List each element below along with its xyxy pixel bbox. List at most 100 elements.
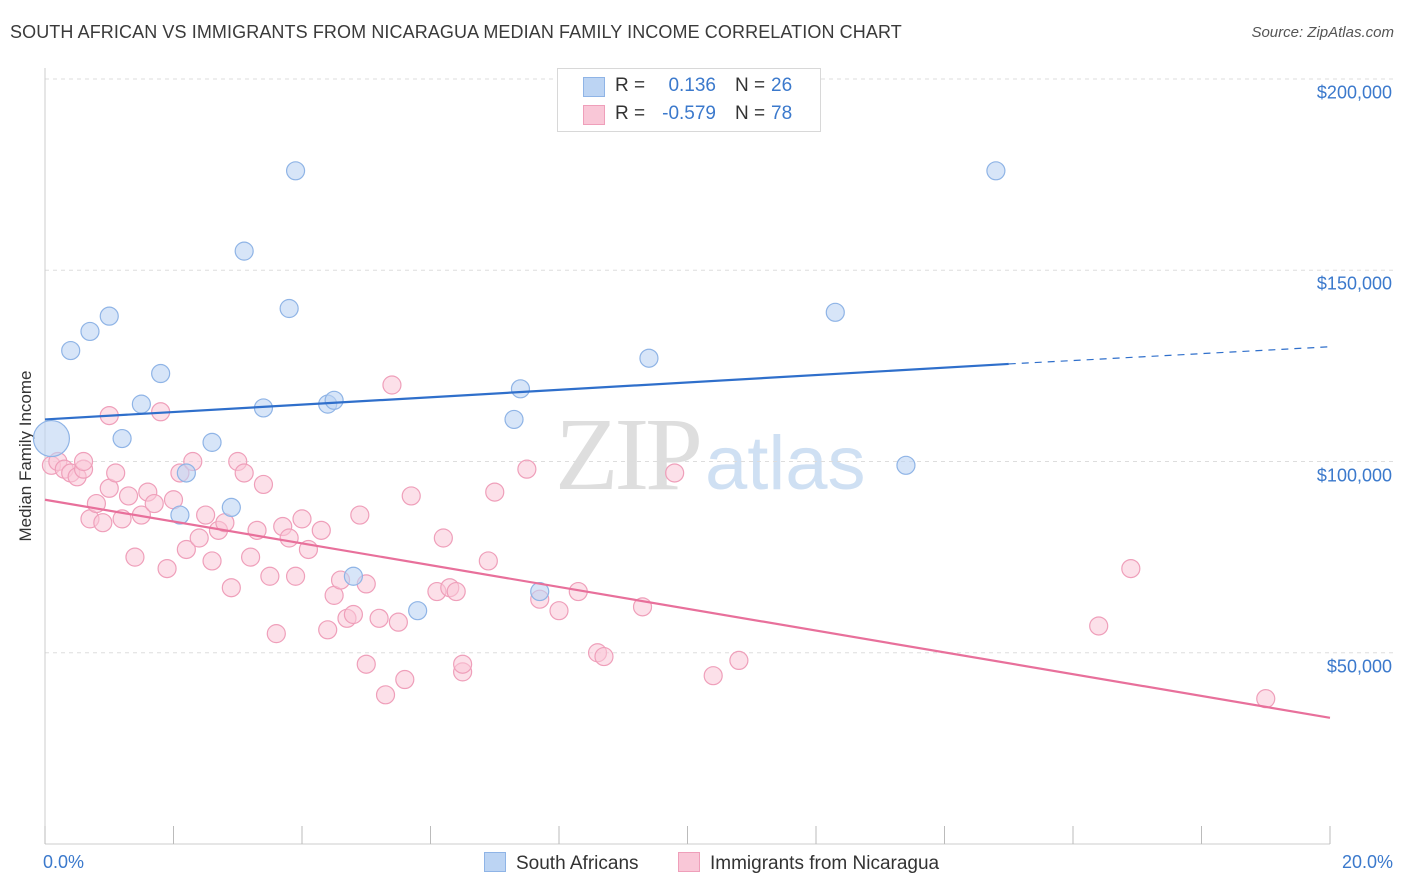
n-value: 26 bbox=[771, 75, 793, 96]
points-layer bbox=[32, 161, 1276, 709]
south-african-point bbox=[221, 497, 241, 517]
south-african-point bbox=[202, 432, 222, 452]
legend-item-south-africans[interactable]: South Africans bbox=[484, 852, 639, 875]
nicaragua-point bbox=[350, 505, 370, 525]
nicaragua-point bbox=[1089, 616, 1109, 636]
south-african-point bbox=[639, 348, 659, 368]
nicaragua-point bbox=[292, 509, 312, 529]
nicaragua-point bbox=[176, 539, 196, 560]
nicaragua-point bbox=[343, 604, 363, 625]
nicaragua-point bbox=[311, 520, 331, 540]
nicaragua-point bbox=[453, 654, 473, 674]
nicaragua-point bbox=[73, 451, 94, 472]
south-african-point bbox=[131, 394, 151, 414]
y-tick-label: $100,000 bbox=[1316, 465, 1392, 485]
chart-title: SOUTH AFRICAN VS IMMIGRANTS FROM NICARAG… bbox=[10, 22, 902, 42]
r-label: R = bbox=[615, 103, 646, 124]
south-african-point bbox=[285, 161, 306, 181]
stats-row-south-africans: R = 0.136 N = 26 bbox=[558, 72, 820, 100]
n-label: N = bbox=[735, 103, 766, 124]
nicaragua-point bbox=[285, 566, 306, 586]
nicaragua-point bbox=[118, 486, 139, 506]
nicaragua-point bbox=[234, 463, 254, 483]
nicaragua-point bbox=[382, 375, 402, 395]
nicaragua-point bbox=[221, 578, 241, 598]
x-tick-label-max: 20.0% bbox=[1341, 852, 1393, 872]
south-african-point bbox=[80, 321, 100, 342]
south-african-point bbox=[343, 566, 363, 586]
x-tick-label-min: 0.0% bbox=[43, 852, 85, 872]
nicaragua-point bbox=[157, 558, 177, 579]
n-value: 78 bbox=[771, 103, 793, 124]
nicaragua-point bbox=[446, 581, 466, 602]
south-african-trend-extension bbox=[1008, 346, 1331, 365]
stats-row-nicaragua: R = -0.579 N = 78 bbox=[558, 100, 820, 128]
nicaragua-point bbox=[266, 624, 286, 644]
nicaragua-point bbox=[517, 459, 537, 479]
r-value: 0.136 bbox=[668, 75, 716, 96]
south-african-point bbox=[151, 363, 171, 384]
nicaragua-point bbox=[665, 463, 685, 483]
south-african-point bbox=[112, 428, 132, 449]
nicaragua-point bbox=[703, 666, 723, 686]
nicaragua-point bbox=[189, 528, 209, 548]
legend-swatch-pink bbox=[678, 852, 700, 872]
legend-swatch-blue bbox=[484, 852, 506, 872]
y-tick-label: $200,000 bbox=[1316, 82, 1392, 103]
legend-label: Immigrants from Nicaragua bbox=[710, 853, 940, 874]
nicaragua-point bbox=[356, 654, 376, 674]
nicaragua-point bbox=[202, 551, 222, 571]
nicaragua-point bbox=[260, 566, 280, 586]
nicaragua-point bbox=[144, 493, 164, 514]
nicaragua-point bbox=[369, 608, 389, 628]
nicaragua-trend-line bbox=[44, 498, 1331, 719]
legend-item-nicaragua[interactable]: Immigrants from Nicaragua bbox=[678, 852, 939, 875]
nicaragua-point bbox=[253, 474, 274, 495]
nicaragua-point bbox=[549, 601, 569, 621]
south-african-point bbox=[530, 581, 550, 602]
y-tick-label: $50,000 bbox=[1326, 656, 1392, 677]
nicaragua-point bbox=[478, 551, 498, 571]
nicaragua-point bbox=[318, 620, 338, 640]
south-african-point bbox=[408, 601, 428, 621]
grid-layer bbox=[45, 78, 1394, 654]
south-african-point bbox=[176, 463, 196, 483]
trend-layer bbox=[44, 346, 1331, 719]
blue-swatch bbox=[583, 77, 605, 97]
correlation-stats-box: R = 0.136 N = 26 R = -0.579 N = 78 bbox=[557, 68, 821, 132]
nicaragua-point bbox=[241, 547, 261, 567]
nicaragua-point bbox=[401, 486, 421, 506]
south-african-point bbox=[825, 302, 845, 322]
south-african-point bbox=[510, 379, 531, 399]
south-african-point bbox=[32, 419, 71, 458]
nicaragua-point bbox=[1121, 558, 1141, 579]
legend-label: South Africans bbox=[516, 853, 639, 874]
r-label: R = bbox=[615, 75, 646, 96]
nicaragua-point bbox=[485, 482, 505, 502]
nicaragua-point bbox=[106, 463, 126, 483]
south-african-point bbox=[986, 161, 1006, 181]
nicaragua-point bbox=[433, 528, 453, 548]
nicaragua-point bbox=[93, 513, 113, 533]
nicaragua-point bbox=[279, 528, 299, 548]
nicaragua-point bbox=[196, 505, 216, 525]
south-african-point bbox=[234, 241, 254, 261]
nicaragua-point bbox=[395, 669, 415, 690]
nicaragua-point bbox=[375, 685, 396, 705]
south-african-point bbox=[896, 455, 916, 475]
nicaragua-point bbox=[594, 646, 614, 667]
south-african-point bbox=[99, 306, 119, 326]
source-label: Source: ZipAtlas.com bbox=[1251, 24, 1394, 41]
south-african-point bbox=[61, 340, 81, 361]
legend: South Africans Immigrants from Nicaragua bbox=[0, 852, 1406, 878]
r-value: -0.579 bbox=[662, 103, 716, 124]
south-african-point bbox=[170, 505, 190, 525]
nicaragua-point bbox=[388, 612, 408, 632]
y-tick-label: $150,000 bbox=[1316, 273, 1392, 294]
nicaragua-point bbox=[125, 547, 145, 567]
south-african-point bbox=[504, 409, 524, 430]
pink-swatch bbox=[583, 105, 605, 125]
nicaragua-point bbox=[729, 650, 749, 671]
south-african-trend-line bbox=[44, 362, 1009, 421]
